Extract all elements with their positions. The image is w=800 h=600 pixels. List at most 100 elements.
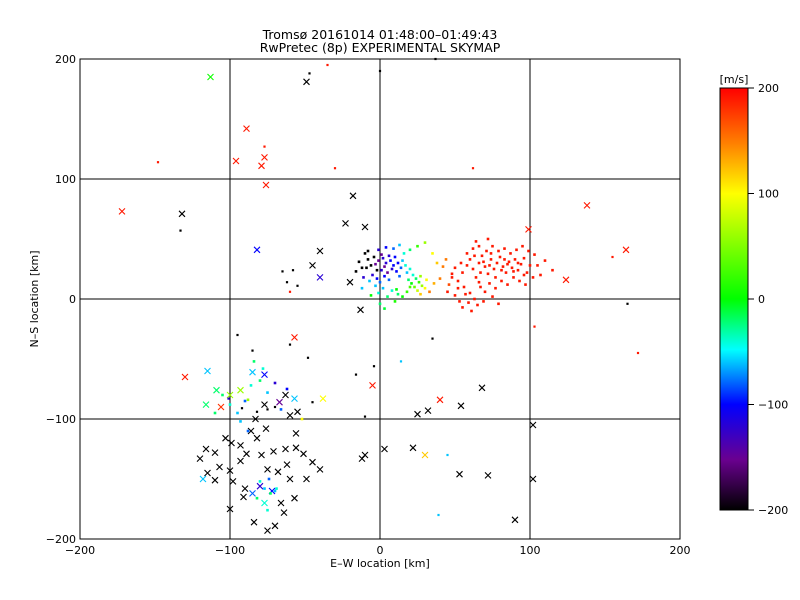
dot-marker: [500, 279, 503, 283]
dot-marker: [392, 264, 395, 267]
cross-marker: [583, 202, 591, 209]
dot-marker: [489, 258, 493, 261]
dot-marker: [402, 252, 406, 255]
y-tick-label: 100: [55, 173, 76, 186]
dot-marker: [410, 282, 413, 285]
dot-marker: [477, 244, 481, 248]
dot-marker: [420, 284, 424, 288]
dot-marker: [510, 266, 514, 270]
dot-marker: [438, 277, 442, 280]
dot-marker: [494, 286, 497, 290]
dot-marker: [383, 307, 386, 310]
cross-marker: [264, 466, 271, 473]
dot-marker: [450, 272, 454, 276]
y-tick-label: −200: [46, 533, 76, 546]
dot-marker: [417, 280, 421, 284]
dot-marker: [381, 256, 385, 260]
dot-marker: [423, 286, 427, 290]
dot-marker: [477, 280, 481, 284]
dot-marker: [378, 69, 382, 73]
dot-marker: [243, 399, 247, 403]
cross-marker: [226, 467, 234, 474]
dot-marker: [497, 302, 500, 306]
dot-marker: [419, 274, 422, 278]
dot-marker: [261, 367, 265, 370]
dot-marker: [384, 261, 388, 265]
colorbar-tick-label: −200: [758, 504, 788, 517]
dot-marker: [513, 258, 517, 261]
dot-marker: [626, 302, 629, 305]
dot-marker: [459, 261, 463, 265]
dot-marker: [474, 240, 478, 243]
cross-marker: [217, 403, 225, 411]
dot-marker: [291, 269, 295, 272]
dot-marker: [228, 403, 232, 406]
dot-marker: [516, 268, 520, 272]
dot-marker: [378, 280, 382, 284]
cross-marker: [303, 78, 310, 86]
dot-marker: [434, 57, 437, 61]
cross-marker: [118, 208, 126, 215]
dot-marker: [384, 246, 388, 249]
dot-marker: [488, 264, 491, 267]
dot-marker: [533, 325, 536, 328]
cross-marker: [204, 469, 211, 477]
dot-marker: [156, 161, 160, 164]
cross-marker: [216, 463, 223, 471]
dot-marker: [374, 262, 377, 266]
cross-marker: [270, 448, 277, 455]
cross-marker: [283, 461, 291, 468]
dot-marker: [381, 286, 385, 290]
dot-marker: [267, 477, 271, 481]
cross-marker: [282, 445, 289, 453]
dot-marker: [479, 271, 482, 274]
dot-marker: [416, 244, 419, 248]
dot-marker: [246, 398, 250, 402]
dot-marker: [383, 274, 386, 278]
dot-marker: [249, 384, 253, 387]
dot-marker: [389, 259, 392, 262]
cross-marker: [226, 505, 234, 513]
cross-marker: [457, 402, 465, 410]
dot-marker: [486, 272, 490, 276]
dot-marker: [387, 254, 391, 258]
x-tick-label: 100: [520, 544, 541, 557]
cross-marker: [414, 410, 421, 418]
dot-marker: [407, 278, 410, 282]
cross-marker: [361, 223, 369, 231]
dot-marker: [488, 282, 491, 285]
cross-marker: [252, 415, 259, 423]
cross-marker: [178, 210, 186, 218]
dot-marker: [285, 387, 289, 391]
dot-marker: [296, 284, 299, 287]
dot-marker: [362, 276, 365, 279]
cross-marker: [316, 247, 324, 255]
dot-marker: [507, 260, 511, 264]
dot-marker: [308, 72, 311, 75]
dot-marker: [405, 271, 409, 274]
dot-marker: [500, 268, 503, 272]
cross-marker: [294, 408, 301, 416]
dot-marker: [371, 273, 374, 277]
dot-marker: [486, 237, 490, 241]
dot-marker: [431, 337, 434, 340]
cross-marker: [358, 455, 366, 462]
dot-marker: [240, 407, 244, 410]
dot-marker: [366, 258, 370, 261]
dot-marker: [285, 281, 289, 284]
dot-marker: [519, 262, 523, 266]
dot-marker: [354, 270, 358, 273]
dot-marker: [432, 282, 436, 285]
cross-marker: [291, 395, 298, 402]
dot-marker: [398, 274, 401, 278]
dot-marker: [395, 288, 398, 291]
cross-marker: [484, 472, 492, 479]
dot-marker: [497, 249, 500, 253]
dot-marker: [221, 393, 224, 397]
cross-marker: [249, 490, 256, 497]
cross-marker: [271, 522, 279, 530]
dot-marker: [465, 252, 469, 255]
dot-marker: [444, 258, 448, 261]
cross-marker: [213, 386, 220, 394]
